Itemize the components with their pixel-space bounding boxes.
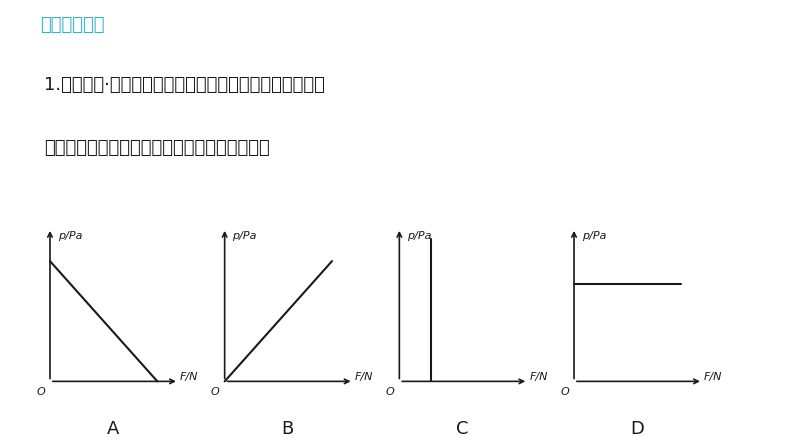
Text: F/N: F/N: [180, 372, 198, 382]
Text: 专题技能训练: 专题技能训练: [40, 16, 104, 34]
Text: p/Pa: p/Pa: [407, 231, 431, 241]
Text: F/N: F/N: [704, 372, 723, 382]
Text: O: O: [561, 388, 569, 397]
Text: p/Pa: p/Pa: [581, 231, 606, 241]
Text: A: A: [107, 420, 119, 438]
Text: 固体压强与压力大小关系的图像是（　　）: 固体压强与压力大小关系的图像是（ ）: [44, 139, 269, 156]
Text: F/N: F/N: [355, 372, 373, 382]
Text: O: O: [37, 388, 45, 397]
Text: B: B: [282, 420, 294, 438]
Text: 1.　》中考·漳州「如图所示，能正确描述受力面积相同时: 1. 》中考·漳州「如图所示，能正确描述受力面积相同时: [44, 76, 325, 94]
Text: O: O: [386, 388, 395, 397]
Text: O: O: [211, 388, 220, 397]
Text: D: D: [630, 420, 644, 438]
Text: C: C: [457, 420, 468, 438]
Text: p/Pa: p/Pa: [232, 231, 256, 241]
Text: p/Pa: p/Pa: [57, 231, 82, 241]
Text: F/N: F/N: [530, 372, 548, 382]
